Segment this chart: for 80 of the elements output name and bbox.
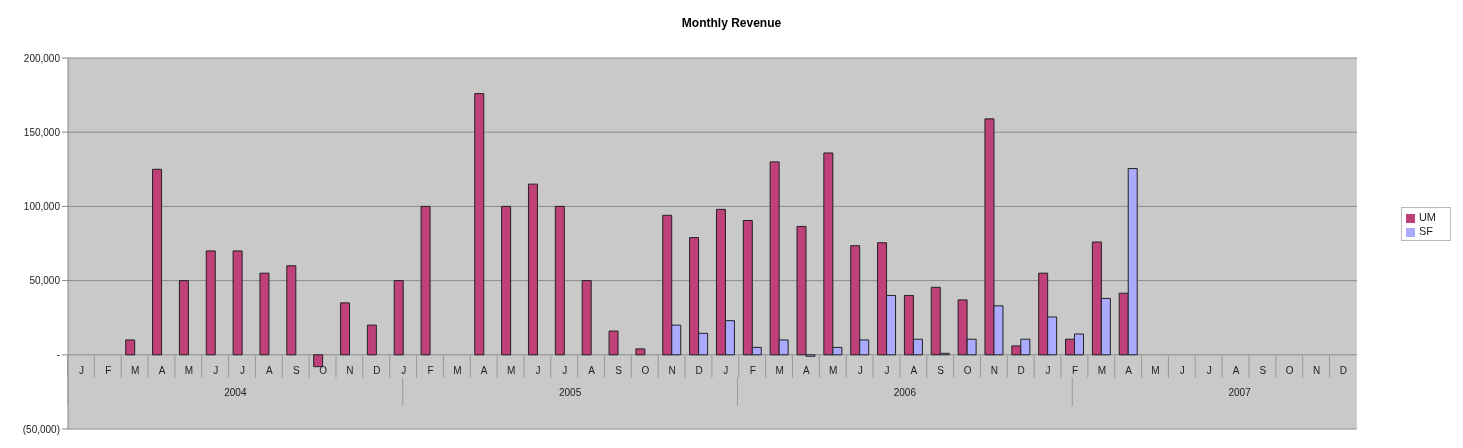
- annotation: 2006: [893, 386, 917, 398]
- x-tick-label: D: [373, 364, 381, 376]
- bar: [393, 280, 404, 356]
- legend-label: UM: [1418, 211, 1436, 223]
- y-tick-label: -: [56, 349, 60, 361]
- x-tick-label: M: [775, 364, 784, 376]
- x-tick-label: O: [641, 364, 650, 376]
- bar: [286, 265, 297, 356]
- x-tick-label: A: [480, 364, 488, 376]
- y-tick-label: 100,000: [23, 200, 61, 212]
- x-tick-label: F: [1071, 364, 1078, 376]
- x-tick-label: F: [427, 364, 434, 376]
- x-tick-label: S: [937, 364, 945, 376]
- y-tick-label: (50,000): [22, 423, 60, 435]
- bar: [581, 280, 592, 356]
- x-tick-label: N: [346, 364, 354, 376]
- x-tick-label: O: [1285, 364, 1294, 376]
- x-tick-label: M: [130, 364, 140, 376]
- bar: [635, 348, 646, 356]
- x-tick-label: A: [803, 364, 811, 376]
- x-tick-label: J: [240, 364, 246, 376]
- x-tick-label: M: [829, 364, 838, 376]
- bar: [205, 250, 216, 356]
- x-tick-label: J: [562, 364, 568, 376]
- y-tick-label: 50,000: [29, 275, 61, 287]
- x-tick-label: J: [213, 364, 219, 376]
- x-tick-label: J: [401, 364, 407, 376]
- x-tick-label: J: [723, 364, 729, 376]
- x-tick-label: M: [184, 364, 194, 376]
- x-tick-label: A: [1232, 364, 1240, 376]
- y-tick-label: 150,000: [23, 126, 61, 138]
- bar: [125, 339, 136, 356]
- x-tick-label: N: [990, 364, 999, 376]
- bar: [178, 280, 189, 356]
- x-tick-label: J: [535, 364, 541, 376]
- x-tick-label: D: [1017, 364, 1025, 376]
- x-tick-label: M: [1097, 364, 1106, 376]
- x-tick-label: J: [78, 364, 84, 376]
- x-tick-label: A: [1125, 364, 1133, 376]
- x-tick-label: J: [857, 364, 863, 376]
- x-tick-label: M: [1151, 364, 1160, 376]
- bar: [554, 205, 565, 356]
- x-tick-label: M: [506, 364, 516, 376]
- x-tick-label: A: [588, 364, 596, 376]
- x-tick-label: D: [1339, 364, 1348, 376]
- x-tick-label: J: [884, 364, 890, 376]
- x-tick-label: F: [105, 364, 112, 376]
- x-tick-label: S: [1259, 364, 1267, 376]
- bar: [527, 183, 538, 356]
- annotation: 2004: [224, 386, 247, 398]
- chart-title: Monthly Revenue: [680, 16, 783, 30]
- x-tick-label: N: [1313, 364, 1321, 376]
- bar: [420, 205, 431, 356]
- annotation: 2005: [559, 386, 582, 398]
- annotation: 2007: [1228, 386, 1252, 398]
- legend-label: SF: [1418, 225, 1433, 237]
- bar: [152, 168, 163, 356]
- x-tick-label: A: [910, 364, 918, 376]
- bar: [340, 302, 351, 356]
- x-tick-label: J: [1179, 364, 1185, 376]
- y-tick-label: 200,000: [23, 52, 61, 64]
- x-tick-label: M: [453, 364, 462, 376]
- x-tick-label: A: [266, 364, 274, 376]
- bar: [474, 93, 485, 356]
- bar: [608, 330, 619, 356]
- bar: [313, 354, 324, 368]
- bar: [232, 250, 243, 356]
- x-tick-label: J: [1206, 364, 1212, 376]
- x-tick-label: F: [749, 364, 756, 376]
- x-tick-label: S: [615, 364, 623, 376]
- bar: [501, 205, 512, 356]
- x-tick-label: O: [963, 364, 972, 376]
- x-tick-label: N: [668, 364, 676, 376]
- x-tick-label: A: [158, 364, 166, 376]
- bar: [366, 324, 377, 356]
- x-tick-label: D: [695, 364, 703, 376]
- x-tick-label: O: [319, 364, 328, 376]
- bar: [259, 272, 270, 356]
- x-tick-label: J: [1045, 364, 1051, 376]
- x-tick-label: S: [292, 364, 300, 376]
